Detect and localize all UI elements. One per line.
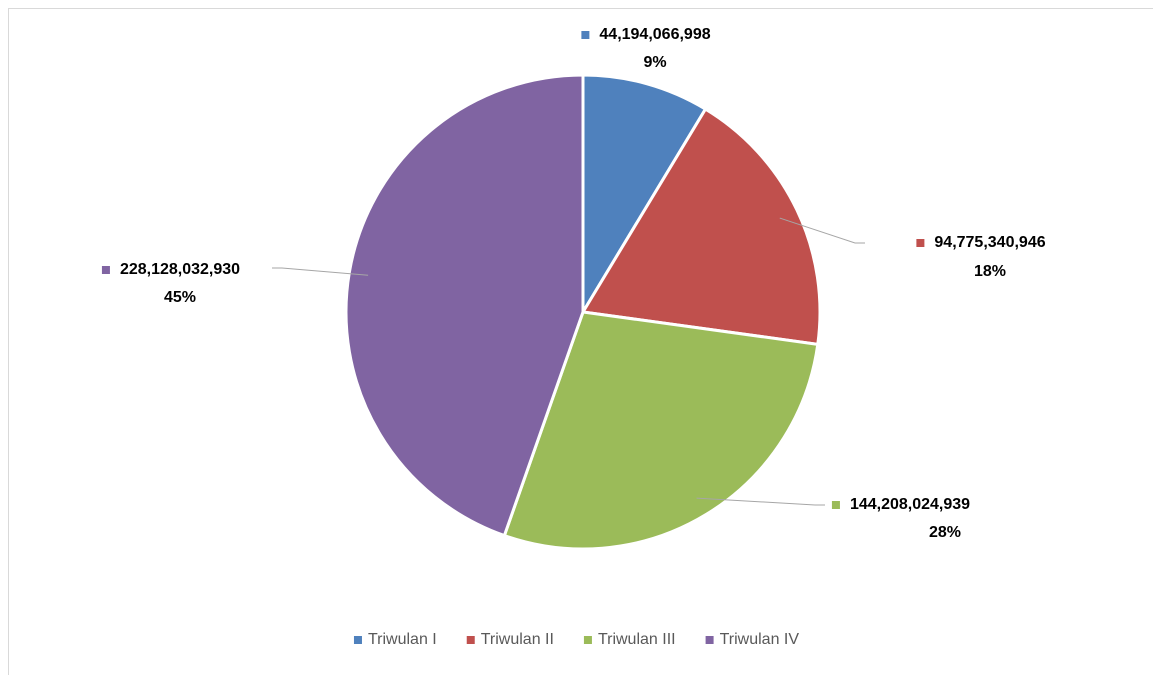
data-label-percent: 18% [974,263,1006,280]
legend-label: Triwulan III [598,631,676,648]
leader-line [779,217,865,244]
data-label-key [831,501,840,509]
pie-slice [344,73,585,538]
data-label-key [101,266,110,274]
legend-key [353,636,362,644]
data-label-value: 44,194,066,998 [599,26,710,43]
legend-label: Triwulan II [481,631,554,648]
legend-label: Triwulan I [368,631,437,648]
data-label-key [581,31,590,39]
data-label-value: 228,128,032,930 [120,261,240,278]
pie-slice [580,107,822,347]
legend-key [583,636,592,644]
legend-key [466,636,475,644]
data-label-value: 144,208,024,939 [850,496,970,513]
leader-line [696,497,825,506]
legend-label: Triwulan IV [720,631,800,648]
data-label-value: 94,775,340,946 [934,234,1045,251]
data-label-percent: 9% [643,54,666,71]
pie-slice [502,310,820,551]
data-label-percent: 28% [929,524,961,541]
data-label-percent: 45% [164,289,196,306]
data-label-key [916,239,925,247]
legend-key [705,636,714,644]
pie-slice [581,73,708,318]
leader-line [272,267,369,276]
